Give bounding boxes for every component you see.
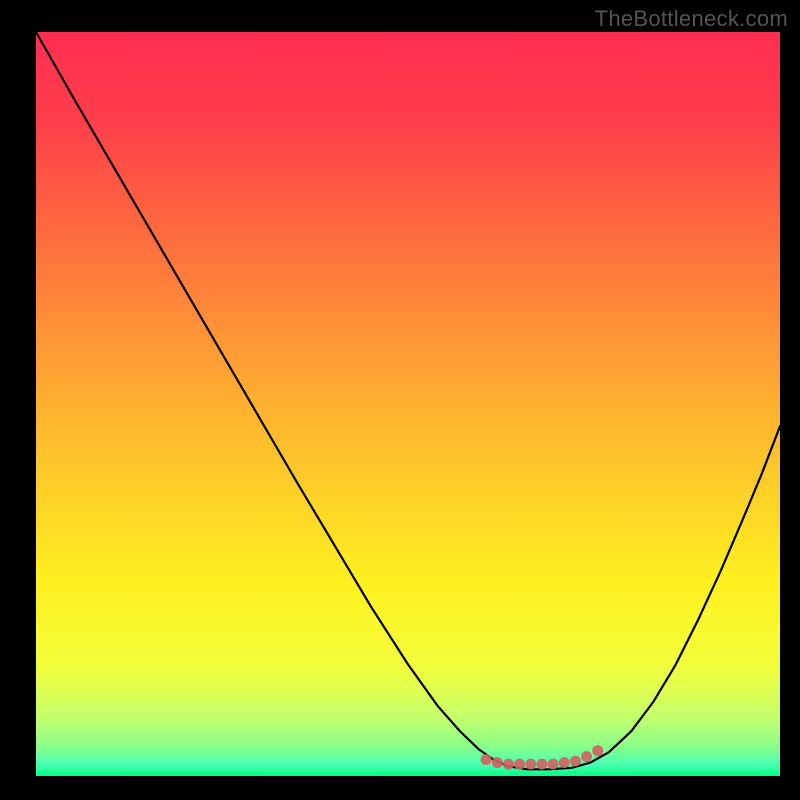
chart-container: TheBottleneck.com xyxy=(0,0,800,800)
optimum-marker xyxy=(570,756,581,767)
optimum-marker xyxy=(559,757,570,768)
optimum-marker xyxy=(481,754,492,765)
watermark-text: TheBottleneck.com xyxy=(595,6,788,32)
optimum-marker xyxy=(503,759,514,770)
optimum-marker xyxy=(581,751,592,762)
optimum-marker xyxy=(536,759,547,770)
optimum-marker xyxy=(592,745,603,756)
optimum-marker xyxy=(548,759,559,770)
optimum-marker xyxy=(525,759,536,770)
optimum-marker xyxy=(492,757,503,768)
bottleneck-chart xyxy=(0,0,800,800)
optimum-marker xyxy=(514,759,525,770)
